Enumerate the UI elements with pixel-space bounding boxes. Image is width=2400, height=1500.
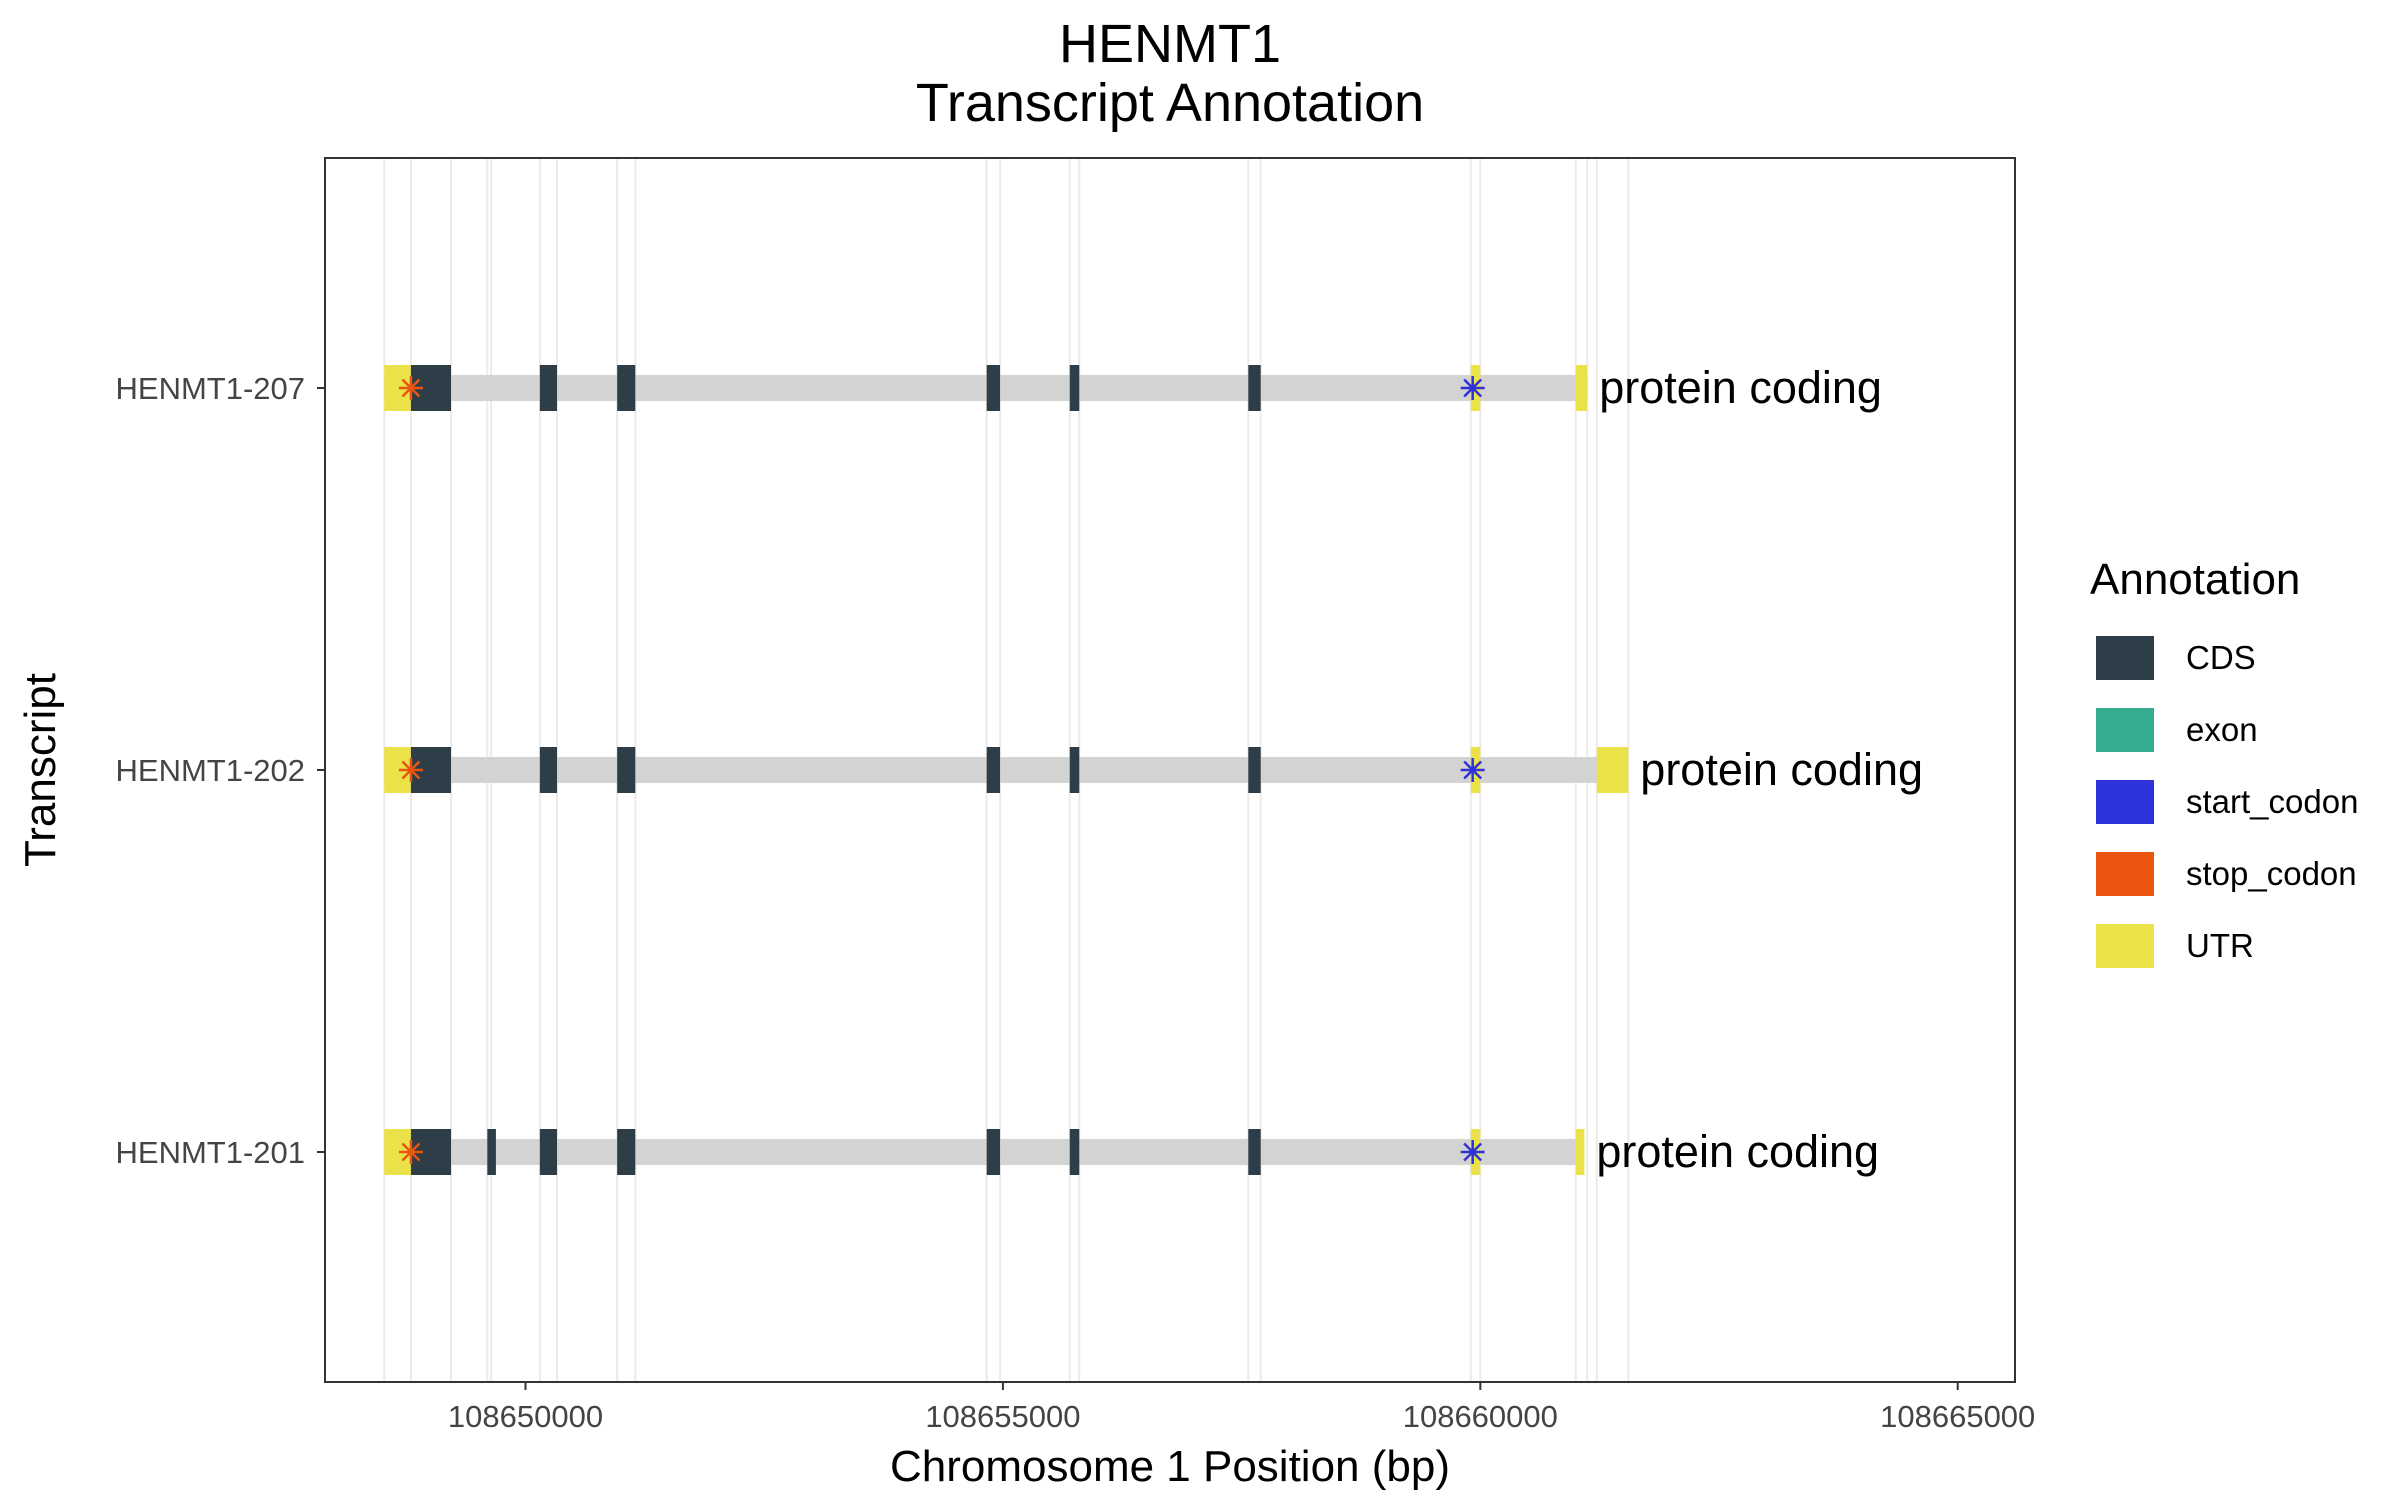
cds-segment [1069,365,1080,411]
legend-label: stop_codon [2186,855,2357,892]
cds-segment [1248,365,1261,411]
legend-items: CDS exon start_codon stop_codon UTR [2096,636,2358,968]
legend-item: exon [2096,708,2258,752]
utr-segment [1575,365,1588,411]
legend-title: Annotation [2090,555,2300,604]
intron-bar [384,375,1588,401]
x-tick-label: 108650000 [448,1399,603,1434]
marker-stroke [1463,1142,1483,1162]
chart-title: HENMT1 [1059,14,1281,74]
biotype-label: protein coding [1596,1126,1879,1177]
legend: Annotation CDS exon start_codon stop_codon U… [2090,555,2358,968]
legend-label: start_codon [2186,783,2358,820]
cds-segment [1248,1129,1261,1175]
legend-swatch [2096,924,2154,968]
x-tick-label: 108660000 [1403,1399,1558,1434]
marker-stroke [401,378,421,398]
marker-stroke [401,1142,421,1162]
plot-area: protein coding protein coding protein codi… [324,157,2016,1383]
biotype-label: protein coding [1640,744,1923,795]
legend-swatch [2096,852,2154,896]
transcript-track: protein coding [384,1126,1879,1177]
legend-item: start_codon [2096,780,2358,824]
utr-segment [1596,747,1629,793]
start-codon-marker [1460,1140,1485,1164]
intron-bar [384,757,1629,783]
legend-item: CDS [2096,636,2256,680]
legend-label: UTR [2186,927,2254,964]
legend-item: stop_codon [2096,852,2357,896]
y-tick-label: HENMT1-202 [116,753,306,788]
cds-segment [539,747,558,793]
legend-label: CDS [2186,639,2256,676]
y-tick-label: HENMT1-201 [116,1135,306,1170]
cds-segment [617,747,636,793]
x-axis: 108650000 108655000 108660000 108665000 [448,1382,2035,1434]
x-tick-label: 108655000 [925,1399,1080,1434]
utr-segment [1575,1129,1585,1175]
start-codon-marker [1460,376,1485,400]
legend-swatch [2096,780,2154,824]
marker-stroke [1463,378,1483,398]
cds-segment [487,1129,496,1175]
stop-codon-marker [398,758,423,782]
cds-segment [617,1129,636,1175]
cds-segment [539,1129,558,1175]
cds-segment [617,365,636,411]
legend-swatch [2096,636,2154,680]
y-axis-label: Transcript [16,673,65,867]
transcript-tracks: protein coding protein coding protein codi… [384,362,1923,1177]
intron-bar [384,1139,1585,1165]
marker-stroke [401,760,421,780]
cds-segment [1248,747,1261,793]
marker-stroke [1463,760,1483,780]
start-codon-marker [1460,758,1485,782]
chart-subtitle: Transcript Annotation [916,73,1424,133]
biotype-label: protein coding [1599,362,1882,413]
transcript-track: protein coding [384,362,1882,413]
legend-label: exon [2186,711,2258,748]
legend-item: UTR [2096,924,2254,968]
cds-segment [986,365,1001,411]
transcript-track: protein coding [384,744,1923,795]
legend-swatch [2096,708,2154,752]
cds-segment [539,365,558,411]
cds-segment [1069,747,1080,793]
y-axis: HENMT1-207 HENMT1-202 HENMT1-201 [116,371,325,1170]
cds-segment [986,747,1001,793]
y-tick-label: HENMT1-207 [116,371,306,406]
cds-segment [1069,1129,1080,1175]
stop-codon-marker [398,376,423,400]
x-tick-label: 108665000 [1880,1399,2035,1434]
x-axis-label: Chromosome 1 Position (bp) [890,1442,1450,1491]
cds-segment [986,1129,1001,1175]
stop-codon-marker [398,1140,423,1164]
